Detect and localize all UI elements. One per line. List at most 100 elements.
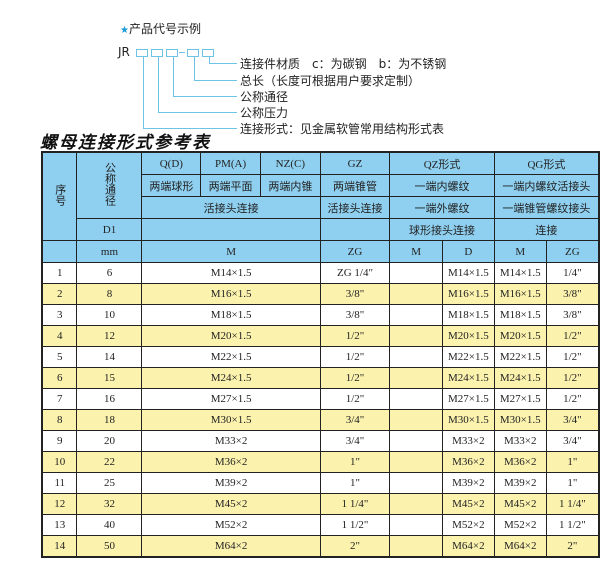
nominal-diameter: 15 [76, 367, 143, 389]
qg-zg: 1/2" [545, 388, 600, 410]
header-qz: QZ形式 [389, 151, 495, 175]
header-empty [319, 218, 391, 241]
qg-m: M39×2 [493, 472, 547, 494]
qz-m [389, 409, 443, 431]
thread-m: M45×2 [141, 493, 321, 515]
nominal-diameter: 14 [76, 346, 143, 368]
header-qz-ball: 球形接头连接 [389, 218, 495, 241]
row-number: 4 [41, 325, 78, 347]
qg-m: M52×2 [493, 514, 547, 536]
thread-zg: 3/4" [319, 409, 391, 431]
header-empty [41, 240, 78, 263]
nominal-diameter: 6 [76, 262, 143, 284]
caption-text: 产品代号示例 [128, 22, 201, 36]
thread-m: M30×1.5 [141, 409, 321, 431]
qg-zg: 3/8" [545, 304, 600, 326]
thread-m: M18×1.5 [141, 304, 321, 326]
qz-d: M20×1.5 [441, 325, 495, 347]
header-zg: ZG [319, 240, 391, 263]
qz-m [389, 430, 443, 452]
thread-m: M39×2 [141, 472, 321, 494]
row-number: 9 [41, 430, 78, 452]
header-mm: mm [76, 240, 143, 263]
qg-m: M18×1.5 [493, 304, 547, 326]
qz-m [389, 367, 443, 389]
thread-zg: 1/2" [319, 325, 391, 347]
table-row: 5 14 M22×1.5 1/2" M22×1.5 M22×1.5 1/2" [41, 346, 600, 368]
header-gz-connection: 活接头连接 [319, 196, 391, 219]
header-qg-zg: ZG [545, 240, 600, 263]
thread-zg: 1 1/2" [319, 514, 391, 536]
qz-m [389, 514, 443, 536]
qz-d: M45×2 [441, 493, 495, 515]
label-material: 连接件材质 c：为碳钢 b：为不锈钢 [240, 57, 447, 71]
table-row: 8 18 M30×1.5 3/4" M30×1.5 M30×1.5 3/4" [41, 409, 600, 431]
row-number: 11 [41, 472, 78, 494]
qz-m [389, 535, 443, 558]
qz-d: M52×2 [441, 514, 495, 536]
thread-m: M24×1.5 [141, 367, 321, 389]
label-length: 总长（长度可根据用户要求定制） [240, 74, 421, 88]
row-number: 6 [41, 367, 78, 389]
row-number: 8 [41, 409, 78, 431]
nut-connection-table: 序号 公称通径 Q(D) PM(A) NZ(C) GZ QZ形式 QG形式 两端… [41, 151, 600, 558]
nominal-diameter: 12 [76, 325, 143, 347]
qg-m: M30×1.5 [493, 409, 547, 431]
code-prefix: JR [118, 45, 130, 59]
qz-d: M16×1.5 [441, 283, 495, 305]
thread-m: M20×1.5 [141, 325, 321, 347]
star-icon: ★ [120, 25, 129, 36]
table-row: 12 32 M45×2 1 1/4" M45×2 M45×2 1 1/4" [41, 493, 600, 515]
row-number: 14 [41, 535, 78, 558]
header-gz-desc: 两端锥管 [319, 174, 391, 197]
header-qg-thread: 一端锥管螺纹接头 [493, 196, 600, 219]
qz-m [389, 283, 443, 305]
header-qg: QG形式 [493, 151, 600, 175]
nominal-diameter: 8 [76, 283, 143, 305]
qz-d: M27×1.5 [441, 388, 495, 410]
qg-zg: 1/2" [545, 325, 600, 347]
header-pm: PM(A) [200, 151, 261, 175]
qz-d: M30×1.5 [441, 409, 495, 431]
qz-m [389, 388, 443, 410]
nominal-diameter: 10 [76, 304, 143, 326]
thread-m: M27×1.5 [141, 388, 321, 410]
header-nominal: 公称通径 [76, 151, 143, 219]
qg-zg: 1 1/2" [545, 514, 600, 536]
table-row: 10 22 M36×2 1" M36×2 M36×2 1" [41, 451, 600, 473]
table-row: 6 15 M24×1.5 1/2" M24×1.5 M24×1.5 1/2" [41, 367, 600, 389]
table-row: 2 8 M16×1.5 3/8" M16×1.5 M16×1.5 3/8" [41, 283, 600, 305]
header-qz-thread: 一端外螺纹 [389, 196, 495, 219]
thread-zg: ZG 1/4" [319, 262, 391, 284]
table-row: 11 25 M39×2 1" M39×2 M39×2 1" [41, 472, 600, 494]
qg-zg: 1/2" [545, 346, 600, 368]
thread-m: M14×1.5 [141, 262, 321, 284]
qz-d: M33×2 [441, 430, 495, 452]
row-number: 7 [41, 388, 78, 410]
header-qz-m: M [389, 240, 443, 263]
qz-d: M39×2 [441, 472, 495, 494]
qz-m [389, 451, 443, 473]
thread-m: M36×2 [141, 451, 321, 473]
row-number: 5 [41, 346, 78, 368]
thread-m: M52×2 [141, 514, 321, 536]
qg-m: M64×2 [493, 535, 547, 558]
qg-zg: 1" [545, 472, 600, 494]
header-seq: 序号 [41, 151, 78, 241]
qz-m [389, 262, 443, 284]
qg-zg: 2" [545, 535, 600, 558]
qg-m: M33×2 [493, 430, 547, 452]
header-qz-d: D [441, 240, 495, 263]
table-row: 7 16 M27×1.5 1/2" M27×1.5 M27×1.5 1/2" [41, 388, 600, 410]
header-pm-desc: 两端平面 [200, 174, 261, 197]
table-row: 13 40 M52×2 1 1/2" M52×2 M52×2 1 1/2" [41, 514, 600, 536]
qg-zg: 1/2" [545, 367, 600, 389]
qz-m [389, 304, 443, 326]
label-connection: 连接形式：见金属软管常用结构形式表 [240, 122, 445, 136]
nominal-diameter: 50 [76, 535, 143, 558]
qg-m: M20×1.5 [493, 325, 547, 347]
thread-zg: 1/2" [319, 367, 391, 389]
nominal-diameter: 16 [76, 388, 143, 410]
qz-d: M24×1.5 [441, 367, 495, 389]
